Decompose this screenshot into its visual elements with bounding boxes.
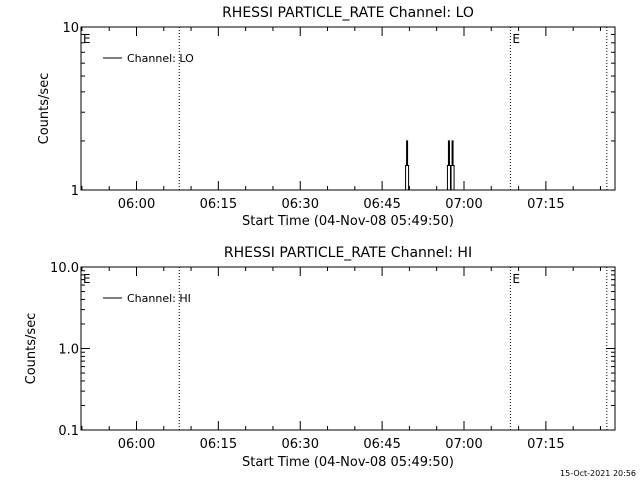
y-tick-label: 0.1	[58, 424, 79, 439]
legend-entry: Channel: LO	[127, 52, 194, 65]
x-tick-label: 07:15	[527, 197, 564, 212]
x-axis-label: Start Time (04-Nov-08 05:49:50)	[242, 455, 454, 470]
x-tick-label: 07:15	[527, 437, 564, 452]
x-tick-label: 07:00	[445, 197, 482, 212]
x-tick-label: 06:30	[282, 197, 319, 212]
x-tick-label: 06:45	[363, 437, 400, 452]
plot-frame	[80, 26, 616, 191]
x-tick-label: 07:00	[445, 437, 482, 452]
x-axis-label: Start Time (04-Nov-08 05:49:50)	[242, 214, 454, 229]
event-marker-label: E	[83, 272, 91, 286]
event-marker-label: E	[83, 32, 91, 46]
y-axis-label: Counts/sec	[24, 313, 39, 385]
x-tick-label: 06:15	[200, 197, 237, 212]
data-spike	[450, 140, 455, 190]
chart-panel-1: RHESSI PARTICLE_RATE Channel: HI Start Ti…	[24, 245, 616, 470]
x-tick-label: 06:00	[118, 197, 155, 212]
y-tick-label: 10.0	[50, 261, 79, 276]
plot-timestamp: 15-Oct-2021 20:56	[560, 469, 636, 478]
y-tick-label: 1.0	[58, 343, 79, 358]
x-tick-label: 06:30	[282, 437, 319, 452]
x-tick-label: 06:45	[363, 197, 400, 212]
x-tick-label: 06:00	[118, 437, 155, 452]
y-axis-label: Counts/sec	[37, 73, 52, 145]
y-tick-label: 1	[71, 184, 79, 199]
event-marker-label: E	[512, 272, 520, 286]
data-spike	[405, 140, 410, 190]
data-spike	[446, 140, 451, 190]
y-tick-label: 10	[62, 21, 79, 36]
legend-entry: Channel: HI	[127, 292, 191, 305]
x-tick-label: 06:15	[200, 437, 237, 452]
chart-title: RHESSI PARTICLE_RATE Channel: HI	[224, 245, 472, 261]
chart-panel-0: RHESSI PARTICLE_RATE Channel: LO Start Ti…	[37, 5, 616, 229]
event-marker-label: E	[512, 32, 520, 46]
chart-title: RHESSI PARTICLE_RATE Channel: LO	[222, 5, 474, 21]
